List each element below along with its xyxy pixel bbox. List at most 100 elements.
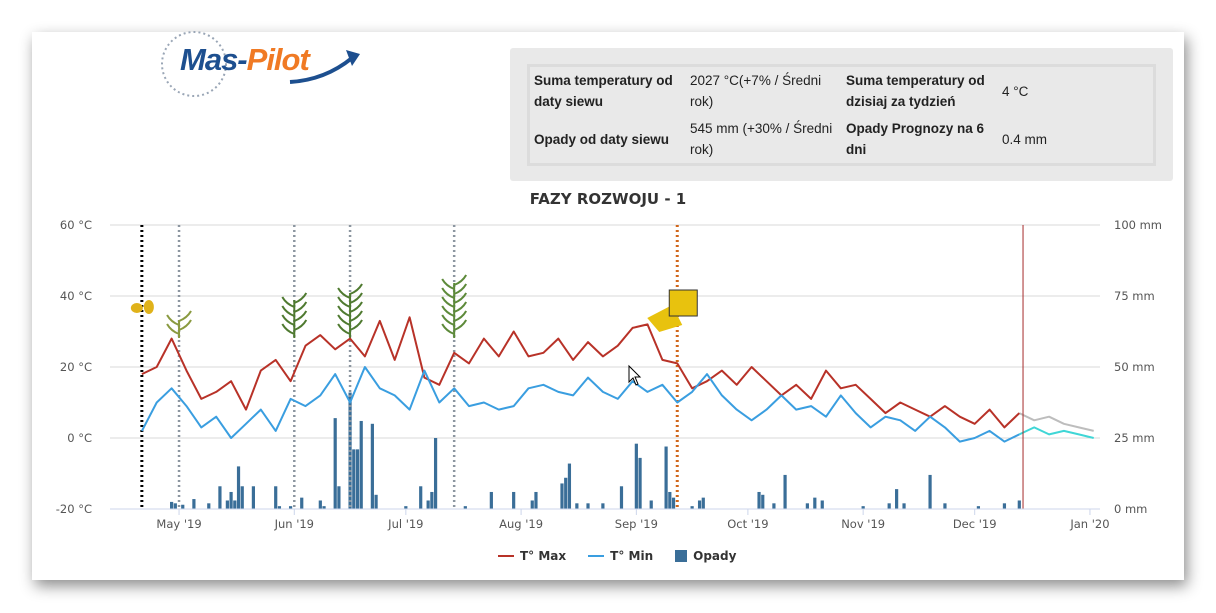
y-right-tick-label: 75 mm [1114, 289, 1155, 303]
plant-leaf [337, 310, 363, 326]
tmin-swatch [588, 555, 605, 557]
precip-bar [575, 503, 579, 509]
combine-harvester-body [668, 289, 698, 317]
precip-bar [649, 500, 653, 509]
precip-bar [352, 449, 356, 509]
legend-label: T° Max [520, 549, 567, 563]
precip-bar [430, 491, 434, 509]
precip-bar [638, 457, 642, 509]
label: Suma temperatury od daty siewu [534, 73, 673, 109]
young-plant-leaf [281, 301, 308, 317]
precip-bar [288, 506, 293, 509]
y-left-tick-label: 20 °C [60, 360, 92, 374]
precip-bar [668, 491, 672, 509]
forecast-tmax-line [1018, 412, 1094, 432]
precip-bar [805, 503, 809, 509]
tmax-swatch [498, 555, 514, 557]
precip-bar [772, 503, 776, 509]
precip-bar [530, 500, 534, 509]
precip-bar [173, 503, 177, 509]
tall-plant-leaf [441, 274, 468, 290]
seed-icon [143, 300, 154, 314]
precip-bar [887, 503, 891, 509]
seed-icon [130, 303, 143, 313]
precip-bar [943, 503, 947, 509]
precip-bar [586, 503, 590, 509]
precip-bar [236, 466, 241, 509]
precip-bar [251, 486, 255, 509]
tmin-line [141, 366, 1020, 443]
precip-bar [207, 503, 211, 509]
precip-bar [902, 503, 906, 509]
chart-title: FAZY ROZWOJU - 1 [529, 190, 687, 208]
precip-bar [374, 494, 378, 509]
y-left-tick-label: 40 °C [60, 289, 92, 303]
summary-table: Suma temperatury od daty siewu 2027 °C(+… [527, 64, 1156, 166]
x-tick-label: Aug '19 [499, 517, 543, 531]
legend-label: Opady [693, 549, 737, 563]
value: 4 °C [1002, 83, 1029, 99]
precip-bar [567, 463, 572, 509]
y-left-tick-label: 0 °C [67, 431, 92, 445]
precip-bar [895, 489, 899, 509]
young-plant-leaf [281, 310, 308, 326]
tall-plant-leaf [441, 319, 468, 335]
mas-pilot-logo: Mas-Pilot [160, 30, 370, 100]
mouse-cursor-icon [628, 364, 642, 386]
forecast-tmin-line [1018, 426, 1094, 439]
legend-precip[interactable]: Opady [675, 549, 736, 563]
sprout-leaf [166, 310, 192, 326]
precip-bar [634, 443, 638, 509]
legend-tmax[interactable]: T° Max [498, 549, 566, 563]
label: Suma temperatury od dzisiaj za tydzień [846, 73, 985, 109]
precip-bar [359, 420, 363, 509]
logo-text-pilot: Pilot [246, 42, 310, 77]
precip-bar [218, 486, 222, 509]
precip-bar [463, 506, 467, 509]
precip-bar [426, 500, 430, 509]
precip-bar [170, 501, 174, 509]
legend-tmin[interactable]: T° Min [588, 549, 653, 563]
x-tick-label: Sep '19 [615, 517, 658, 531]
precip-swatch [675, 550, 688, 562]
label: Opady Prognozy na 6 dni [846, 121, 985, 157]
x-tick-label: Dec '19 [953, 517, 997, 531]
precip-bar [564, 477, 568, 509]
precip-bar [277, 506, 282, 509]
label: Opady od daty siewu [534, 131, 670, 147]
precip-bar [976, 506, 981, 509]
value: 545 mm (+30% / Średni rok) [690, 121, 833, 157]
y-right-tick-label: 50 mm [1114, 360, 1155, 374]
young-plant-leaf [281, 292, 308, 308]
x-tick-label: Oct '19 [727, 517, 768, 531]
precip-bar [370, 423, 374, 509]
plant-leaf [337, 301, 363, 317]
y-right-tick-label: 0 mm [1114, 502, 1147, 516]
precip-bar [240, 486, 244, 509]
precip-bar [928, 474, 932, 509]
precip-bar [560, 483, 564, 509]
precip-bar [861, 506, 865, 509]
y-left-tick-label: 60 °C [60, 218, 92, 232]
precip-bar [337, 486, 341, 509]
precip-bar [512, 491, 516, 509]
x-tick-label: Jul '19 [387, 517, 423, 531]
precip-bar [757, 491, 761, 509]
precip-bar [697, 500, 702, 509]
legend-label: T° Min [610, 549, 654, 563]
precip-bar [274, 486, 278, 509]
tall-plant-leaf [441, 301, 468, 317]
precip-bar [333, 418, 337, 509]
precip-bar [318, 500, 322, 509]
summary-row: Suma temperatury od daty siewu 2027 °C(+… [529, 66, 1155, 116]
tall-plant-leaf [441, 310, 468, 326]
precip-bar [229, 491, 233, 509]
x-tick-label: Jan '20 [1069, 517, 1109, 531]
y-right-tick-label: 25 mm [1114, 431, 1155, 445]
young-plant-leaf [281, 319, 308, 335]
plant-leaf [337, 292, 363, 308]
tmax-line [141, 316, 1020, 429]
precip-bar [1002, 503, 1007, 509]
summary-row: Opady od daty siewu 545 mm (+30% / Średn… [529, 115, 1155, 165]
